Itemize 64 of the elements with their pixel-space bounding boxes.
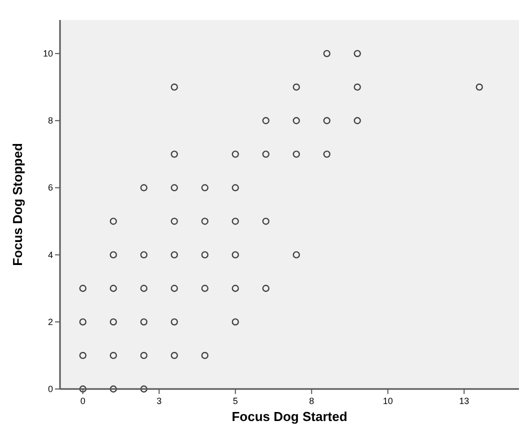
point <box>110 284 117 292</box>
point <box>232 150 239 158</box>
point <box>262 150 270 158</box>
point <box>201 251 208 258</box>
point <box>292 117 300 124</box>
point <box>79 352 86 360</box>
point <box>170 218 178 225</box>
point <box>292 84 300 91</box>
y-tick-label: 10 <box>42 48 53 59</box>
point <box>110 218 117 225</box>
point <box>232 184 239 192</box>
y-tick-label: 2 <box>48 316 53 327</box>
x-axis-title: Focus Dog Started <box>232 409 348 424</box>
point <box>232 251 239 258</box>
point <box>232 318 239 326</box>
point <box>140 352 148 360</box>
point <box>354 84 361 91</box>
point <box>232 218 239 225</box>
x-tick-label: 5 <box>232 396 238 406</box>
point <box>110 251 117 258</box>
point <box>110 318 117 326</box>
point <box>140 184 148 192</box>
point <box>79 385 86 393</box>
point <box>110 385 117 393</box>
point <box>292 251 300 258</box>
point <box>201 352 208 360</box>
point <box>354 117 361 124</box>
point <box>262 117 270 124</box>
y-tick-label: 8 <box>48 116 53 126</box>
point <box>170 251 178 258</box>
point <box>170 184 178 192</box>
x-tick-label: 0 <box>80 396 86 406</box>
point <box>140 251 148 258</box>
point <box>170 284 178 292</box>
point <box>110 352 117 360</box>
y-tick-label: 6 <box>48 182 53 193</box>
point <box>354 50 361 58</box>
point <box>292 150 300 158</box>
point <box>140 284 148 292</box>
point <box>170 352 178 360</box>
point <box>170 84 178 91</box>
y-tick-label: 4 <box>48 250 53 260</box>
x-tick-label: 8 <box>309 396 314 406</box>
point <box>140 318 148 326</box>
point <box>476 84 483 91</box>
x-tick-label: 3 <box>156 396 162 406</box>
point <box>170 150 178 158</box>
point <box>323 117 330 124</box>
point <box>323 50 330 58</box>
x-tick-label: 10 <box>382 396 393 406</box>
point <box>201 218 208 225</box>
point <box>262 284 270 292</box>
point <box>79 284 86 292</box>
point <box>201 284 208 292</box>
point <box>140 385 148 393</box>
point <box>262 218 270 225</box>
y-tick-label: 0 <box>48 384 53 394</box>
point <box>201 184 208 192</box>
point <box>323 150 330 158</box>
point <box>232 284 239 292</box>
point <box>170 318 178 326</box>
y-axis-title: Focus Dog Stopped <box>10 143 25 266</box>
x-tick-label: 13 <box>459 396 470 406</box>
point <box>79 318 86 326</box>
